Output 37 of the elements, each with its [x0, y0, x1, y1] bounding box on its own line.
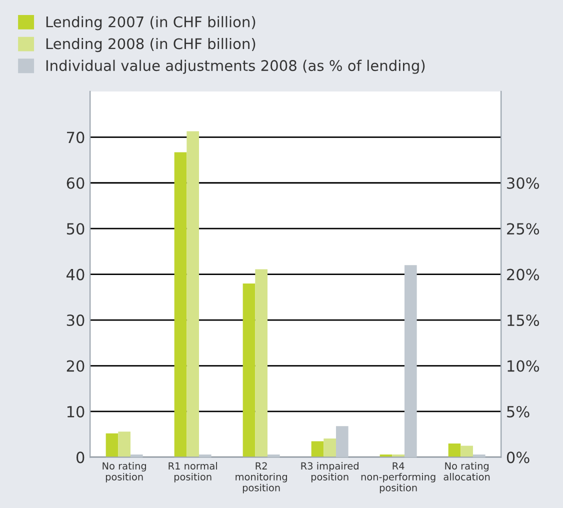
legend-label: Individual value adjustments 2008 (as % of lending): [46, 60, 425, 74]
bar: [198, 454, 212, 458]
y2-tick-label: 5%: [507, 406, 530, 418]
bar: [267, 454, 280, 458]
x-tick-label: R2 monitoring position: [236, 462, 287, 494]
y2-tick-label: 20%: [507, 268, 540, 280]
bar: [242, 283, 256, 458]
x-tick-label: R4 non-performing position: [361, 462, 436, 494]
x-tick-label: No rating position: [102, 462, 146, 482]
y-tick-label: 30: [66, 314, 84, 326]
x-tick-label: R1 normal position: [168, 462, 217, 482]
y-tick-label: 70: [67, 132, 84, 144]
y2-tick-label: 0%: [506, 452, 530, 464]
y2-tick-label: 30%: [507, 177, 540, 189]
bar: [460, 446, 473, 458]
y-tick-label: 0: [76, 452, 84, 464]
y2-tick-label: 25%: [507, 223, 540, 235]
y-tick-label: 40: [66, 268, 84, 280]
bar: [186, 131, 199, 458]
x-tick-label: R3 impaired position: [301, 462, 358, 482]
bar: [106, 433, 118, 458]
y2-tick-label: 10%: [508, 360, 540, 372]
bar: [130, 454, 143, 458]
y-tick-label: 10: [67, 406, 84, 418]
bar: [311, 441, 324, 458]
bar: [404, 265, 417, 458]
bar: [174, 152, 187, 458]
y-tick-label: 20: [66, 360, 84, 372]
x-tick-label: No rating allocation: [444, 462, 490, 480]
bar: [255, 269, 268, 458]
bar: [118, 432, 130, 458]
legend-label: Lending 2007 (in CHF billion): [46, 16, 256, 30]
legend-label: Lending 2008 (in CHF billion): [46, 38, 256, 52]
y2-tick-label: 15%: [508, 314, 540, 326]
y-tick-label: 60: [66, 177, 84, 189]
bar: [448, 443, 461, 458]
y-tick-label: 50: [66, 223, 84, 235]
